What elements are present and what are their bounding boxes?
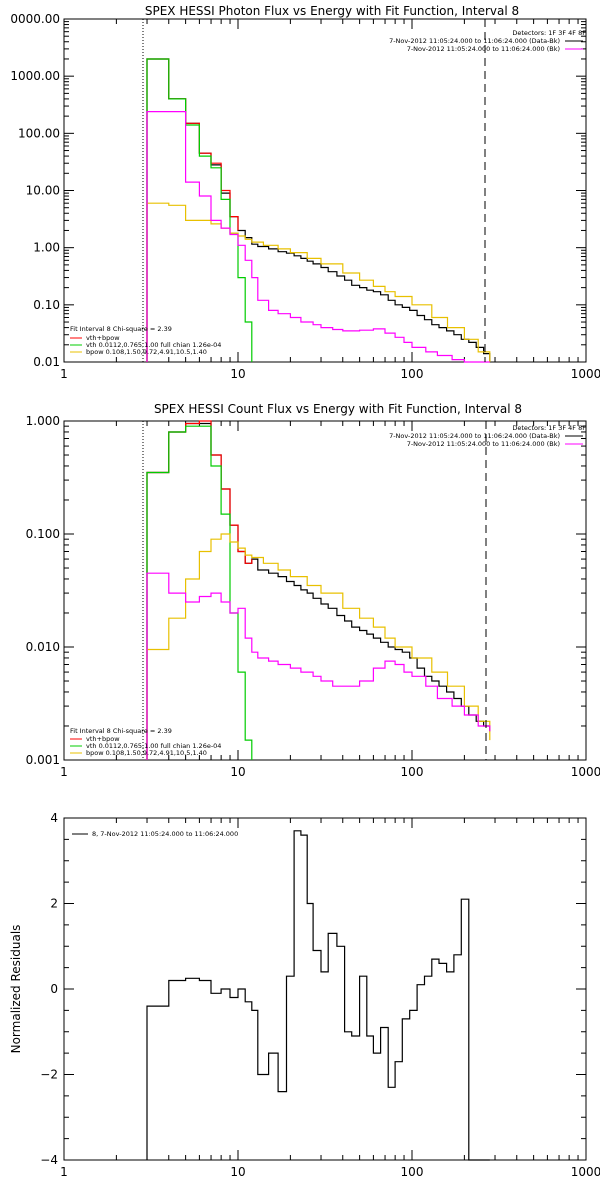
panel-2-ticks: 1 10 100 1000 1.000 0.100 0.010 0.001: [26, 414, 600, 779]
panel-1-series-0: [146, 58, 491, 362]
panel-photon-flux: SPEX HESSI Photon Flux vs Energy with Fi…: [10, 4, 600, 381]
panel-1-ytick-label: 1000.00: [10, 69, 60, 83]
panel-1-series-2: [146, 58, 253, 362]
panel-2-legend-line-1: 7-Nov-2012 11:05:24.000 to 11:06:24.000 …: [389, 432, 560, 440]
panel-2-series: [146, 420, 491, 760]
panel-1-ticks: 1 10 100 1000 0000.00 1000.00 100.00 10.00 1.00 0…: [10, 12, 600, 381]
panel-1-ytick-label: 100.00: [18, 126, 60, 140]
panel-1-series: [146, 58, 491, 363]
panel-3-xtick-label: 1000: [571, 1165, 600, 1179]
panel-2-series-3: [146, 533, 491, 760]
panel-2-legend-line-2: 7-Nov-2012 11:05:24.000 to 11:06:24.000 …: [407, 440, 560, 448]
panel-1-legend-line-2: 7-Nov-2012 11:05:24.000 to 11:06:24.000 …: [407, 45, 560, 53]
panel-3-series-0: [146, 830, 490, 1161]
panel-2-series-1: [146, 420, 253, 760]
panel-1-title: SPEX HESSI Photon Flux vs Energy with Fi…: [145, 4, 519, 18]
panel-2-fit-entry-1: vth+bpow: [86, 735, 120, 743]
panel-3-xtick-label: 1: [60, 1165, 68, 1179]
panel-1-legend-bl: Fit Interval 8 Chi-square = 2.39 vth+bpo…: [70, 325, 221, 356]
panel-2-xtick-label: 10: [230, 765, 245, 779]
panel-1-ytick-label: 1.00: [33, 241, 60, 255]
panel-1-ytick-label: 0000.00: [10, 12, 60, 26]
panel-1-series-3: [146, 202, 491, 362]
panel-3-ticks: 1 10 100 1000 4 2 0 −2 −4: [40, 811, 600, 1179]
panel-1-series-1: [146, 58, 239, 362]
panel-3-ylabel: Normalized Residuals: [9, 925, 23, 1054]
panel-1-ytick-label: 0.10: [33, 298, 60, 312]
panel-2-ytick-label: 1.000: [26, 414, 60, 428]
panel-2-xtick-label: 1000: [571, 765, 600, 779]
panel-1-legend-tr: Detectors: 1F 3F 4F 8F 7-Nov-2012 11:05:…: [389, 29, 586, 53]
panel-3-axes: [63, 817, 587, 1161]
panel-2-fit-header: Fit Interval 8 Chi-square = 2.39: [70, 727, 172, 735]
panel-2-title: SPEX HESSI Count Flux vs Energy with Fit…: [154, 402, 522, 416]
panel-1-xtick-label: 100: [401, 367, 424, 381]
panel-1-detectors: Detectors: 1F 3F 4F 8F: [512, 29, 586, 37]
panel-1-fit-entry-2: vth 0.0112,0.765,1.00 full chian 1.26e-0…: [86, 341, 221, 349]
panel-1-xtick-label: 1000: [571, 367, 600, 381]
panel-3-ytick-label: 0: [50, 982, 58, 996]
panel-1-series-4: [146, 110, 490, 363]
panel-2-ytick-label: 0.010: [26, 640, 60, 654]
panel-2-xtick-label: 100: [401, 765, 424, 779]
panel-2-series-2: [146, 425, 253, 760]
panel-3-xtick-label: 10: [230, 1165, 245, 1179]
panel-3-legend: 8, 7-Nov-2012 11:05:24.000 to 11:06:24.0…: [92, 830, 238, 838]
panel-1-axes: [63, 18, 587, 363]
panel-2-fit-entry-2: vth 0.0112,0.765,1.00 full chian 1.26e-0…: [86, 742, 221, 750]
panel-3-series: [146, 830, 490, 1161]
panel-1-legend-line-1: 7-Nov-2012 11:05:24.000 to 11:06:24.000 …: [389, 37, 560, 45]
panel-1-fit-entry-1: vth+bpow: [86, 334, 120, 342]
panel-2-series-4: [146, 572, 491, 760]
panel-1-xtick-label: 10: [230, 367, 245, 381]
panel-3-ytick-label: −2: [40, 1068, 58, 1082]
panel-3-ytick-label: 4: [50, 811, 58, 825]
panel-3-ytick-label: 2: [50, 897, 58, 911]
panel-3-ytick-label: −4: [40, 1153, 58, 1167]
panel-1-ytick-label: 0.01: [33, 355, 60, 369]
panel-1-ytick-label: 10.00: [26, 184, 60, 198]
panel-2-legend-tr: Detectors: 1F 3F 4F 8F 7-Nov-2012 11:05:…: [389, 424, 586, 448]
panel-2-fit-entry-3: bpow 0.108,1.50,9.72,4.91,10.5,1.40: [86, 749, 207, 757]
panel-count-flux: SPEX HESSI Count Flux vs Energy with Fit…: [26, 402, 600, 779]
panel-1-fit-entry-3: bpow 0.108,1.50,9.72,4.91,10.5,1.40: [86, 348, 207, 356]
panel-2-legend-bl: Fit Interval 8 Chi-square = 2.39 vth+bpo…: [70, 727, 221, 757]
panel-2-detectors: Detectors: 1F 3F 4F 8F: [512, 424, 586, 432]
panel-3-xtick-label: 100: [401, 1165, 424, 1179]
panel-2-axes: [63, 420, 587, 761]
panel-1-fit-header: Fit Interval 8 Chi-square = 2.39: [70, 325, 172, 333]
panel-2-ytick-label: 0.001: [26, 753, 60, 767]
panel-2-xtick-label: 1: [60, 765, 68, 779]
panel-1-xtick-label: 1: [60, 367, 68, 381]
panel-2-series-0: [146, 422, 491, 760]
panel-2-ytick-label: 0.100: [26, 527, 60, 541]
panel-residuals: 1 10 100 1000 4 2 0 −2 −4 Normalized Residuals 8…: [9, 811, 600, 1179]
